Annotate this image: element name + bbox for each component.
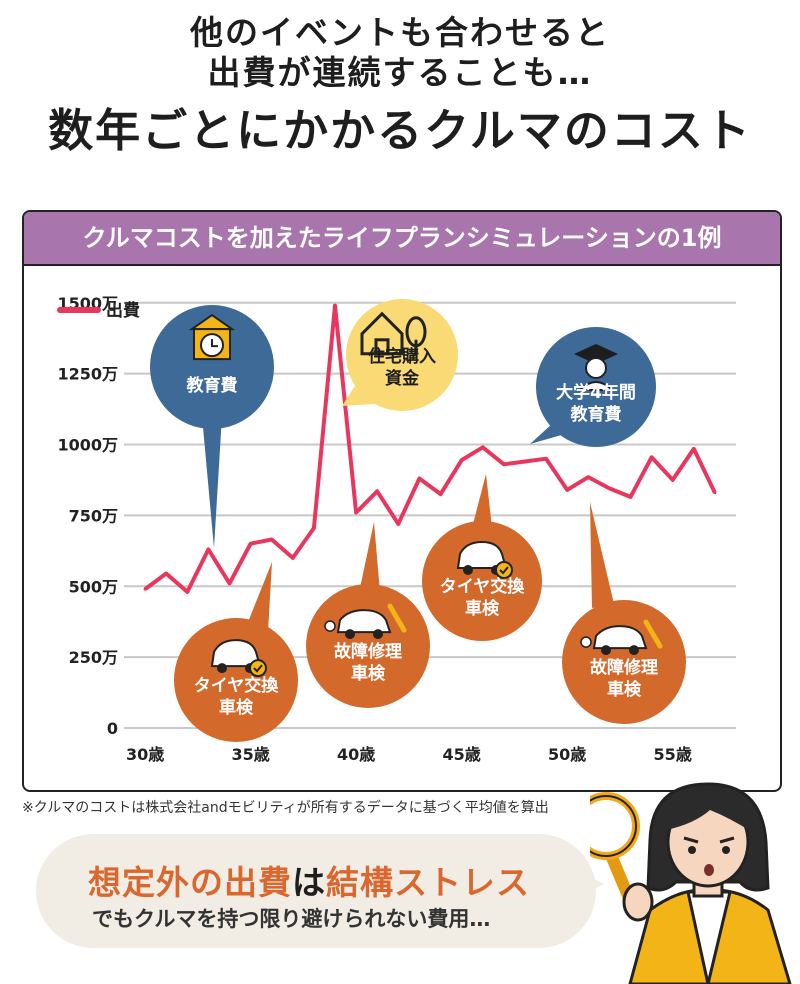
annotation-circle — [422, 521, 542, 641]
data-point — [249, 542, 253, 546]
clock-house-icon — [188, 313, 236, 361]
car-check-icon — [456, 540, 513, 579]
y-tick-label: 0 — [107, 719, 118, 738]
data-point — [692, 447, 696, 451]
y-tick-label: 1000万 — [57, 436, 118, 455]
house-tree-icon — [360, 311, 427, 356]
annotation-pointer — [472, 474, 492, 528]
annotation-pointer — [248, 562, 272, 632]
message-subline: でもクルマを持つ限り避けられない費用… — [92, 907, 491, 931]
annotation-label: 車検 — [351, 663, 386, 684]
x-tick-label: 45歳 — [443, 745, 481, 764]
annotation-pointer — [590, 502, 614, 608]
annotation-label: 車検 — [607, 679, 642, 700]
data-point — [143, 587, 147, 591]
y-tick-label: 750万 — [69, 506, 118, 525]
data-point — [502, 462, 506, 466]
message-accent-1: 想定外の出費 — [88, 863, 292, 902]
data-point — [671, 478, 675, 482]
annotation-pointer — [360, 522, 380, 592]
data-point — [291, 556, 295, 560]
message-headline: 想定外の出費は結構ストレス — [88, 856, 530, 904]
annotation-label: 資金 — [385, 368, 420, 389]
data-point — [650, 455, 654, 459]
annotation-label: 大学4年間 — [556, 382, 636, 403]
annotation-pointer — [202, 416, 222, 548]
annotation-label: 教育費 — [570, 404, 622, 425]
data-point — [628, 495, 632, 499]
data-point — [270, 537, 274, 541]
annotation-label: 住宅購入 — [368, 346, 436, 367]
annotation-circle — [174, 618, 298, 742]
data-point — [544, 457, 548, 461]
annotation-label: 教育費 — [186, 375, 238, 396]
annotation-circle — [562, 600, 686, 724]
data-point — [312, 526, 316, 530]
annotation-edu: 教育費 — [150, 305, 274, 548]
car-wrench-icon — [580, 619, 663, 656]
data-point — [417, 477, 421, 481]
data-point — [333, 304, 337, 308]
annotation-label: タイヤ交換 — [194, 675, 279, 696]
data-point — [228, 581, 232, 585]
x-tick-label: 55歳 — [654, 745, 692, 764]
legend-label: 出費 — [106, 300, 140, 321]
annotation-label: タイヤ交換 — [440, 576, 525, 597]
data-point — [439, 492, 443, 496]
y-tick-label: 1250万 — [57, 365, 118, 384]
annotation-pointer — [342, 378, 374, 406]
annotation-label: 故障修理 — [334, 641, 402, 662]
data-point — [713, 491, 717, 495]
annotation-label: 車検 — [219, 697, 254, 718]
data-point — [164, 571, 168, 575]
footnote: ※クルマのコストは株式会社andモビリティが所有するデータに基づく平均値を算出 — [22, 800, 549, 816]
x-tick-label: 50歳 — [548, 745, 586, 764]
x-tick-label: 40歳 — [337, 745, 375, 764]
data-point — [185, 590, 189, 594]
data-point — [586, 475, 590, 479]
speech-bubble — [36, 834, 596, 948]
data-point — [460, 458, 464, 462]
car-wrench-icon — [324, 603, 407, 640]
annotation-circle — [150, 305, 274, 429]
x-tick-label: 35歳 — [231, 745, 269, 764]
y-tick-label: 500万 — [69, 577, 118, 596]
chart-panel: クルマコストを加えたライフプランシミュレーションの1例 0 250万 500万 750… — [22, 210, 782, 792]
annotation-circle — [306, 584, 430, 708]
data-point — [375, 489, 379, 493]
headline-2: 出費が連続することも… — [207, 53, 593, 92]
speech-bubble-tail — [576, 870, 604, 898]
annotation-label: 車検 — [465, 598, 500, 619]
y-tick-label: 250万 — [69, 648, 118, 667]
woman-with-magnifier-illustration — [590, 782, 792, 984]
main-title: 数年ごとにかかるクルマのコスト — [48, 104, 752, 157]
headline-1: 他のイベントも合わせると — [190, 13, 610, 52]
message-accent-2: 結構ストレス — [326, 863, 530, 902]
car-check-icon — [210, 639, 267, 678]
data-point — [354, 511, 358, 515]
data-point — [565, 488, 569, 492]
annotation-label: 故障修理 — [590, 657, 658, 678]
series-line — [143, 303, 717, 594]
panel-title: クルマコストを加えたライフプランシミュレーションの1例 — [24, 212, 780, 266]
data-point — [396, 522, 400, 526]
data-point — [206, 547, 210, 551]
x-tick-label: 30歳 — [126, 745, 164, 764]
data-point — [523, 460, 527, 464]
data-point — [481, 445, 485, 449]
graduate-icon — [574, 344, 618, 391]
data-point — [607, 486, 611, 490]
message-connector: は — [292, 863, 326, 902]
